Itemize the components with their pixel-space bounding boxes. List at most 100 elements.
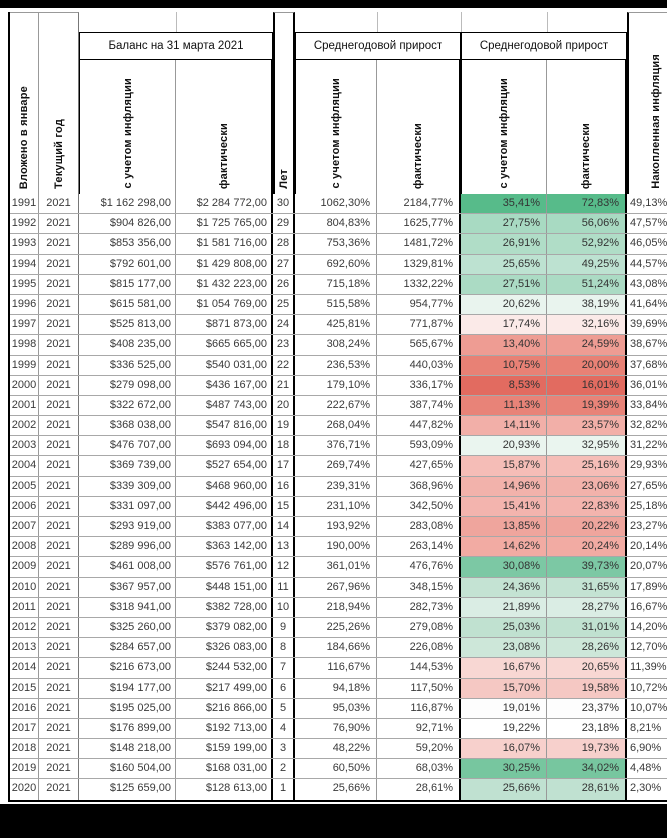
table-row: 1997 2021 $525 813,00 $871 873,00 24 425,81% 7…: [10, 315, 667, 336]
cell-growth-with-inflation: 184,66%: [295, 638, 377, 658]
cell-cumulative-inflation: 11,39%: [630, 661, 667, 674]
cell-current-year: 2021: [39, 658, 79, 678]
table-row: 2003 2021 $476 707,00 $693 094,00 18 376,71% 5…: [10, 436, 667, 457]
table-row: 2001 2021 $322 672,00 $487 743,00 20 222,67% 3…: [10, 395, 667, 417]
cell-cumulative-inflation: 12,70%: [630, 641, 667, 654]
cell-year-invested: 2006: [10, 496, 39, 516]
cell-balance-with-inflation: $615 581,00: [79, 294, 176, 315]
cell-years-count: 24: [273, 315, 295, 335]
cell-growth-with-inflation: 190,00%: [295, 537, 377, 557]
cell-balance-with-inflation: $367 957,00: [79, 577, 176, 597]
cell-years-count: 1: [273, 779, 295, 800]
cell-growth-actual: 368,96%: [377, 476, 461, 496]
cell-balance-with-inflation: $853 356,00: [79, 234, 176, 254]
table-rows: 1991 2021 $1 162 298,00 $2 284 772,00 30 1062…: [8, 194, 667, 802]
group-header-label: Среднегодовой прирост: [313, 40, 443, 52]
cell-balance-with-inflation: $176 899,00: [79, 718, 176, 739]
cell-year-invested: 2009: [10, 557, 39, 577]
cell-growth-actual: 282,73%: [377, 597, 461, 617]
cell-growth-with-inflation: 25,66%: [295, 779, 377, 800]
cell-years-count: 30: [273, 194, 295, 214]
cell-cagr-with-inflation: 14,96%: [461, 476, 547, 496]
cell-years-count: 28: [273, 234, 295, 254]
cell-cumulative-inflation: 47,57%: [630, 217, 667, 230]
cell-cumulative-inflation: 17,89%: [630, 580, 667, 593]
cell-cagr-with-inflation: 30,25%: [461, 759, 547, 779]
cell-growth-with-inflation: 361,01%: [295, 557, 377, 577]
cell-balance-actual: $540 031,00: [176, 355, 273, 375]
table-row: 2019 2021 $160 504,00 $168 031,00 2 60,50% 68,…: [10, 759, 667, 780]
group-header-label: Баланс на 31 марта 2021: [108, 40, 244, 52]
cell-balance-with-inflation: $318 941,00: [79, 597, 176, 617]
subheader-balance-with-inflation: с учетом инфляции: [79, 60, 176, 194]
cell-growth-actual: 954,77%: [377, 294, 461, 315]
column-header-years: Лет: [273, 12, 295, 194]
cell-year-invested: 2015: [10, 678, 39, 698]
cell-cagr-actual: 52,92%: [547, 234, 627, 254]
table-row: 2018 2021 $148 218,00 $159 199,00 3 48,22% 59,…: [10, 739, 667, 760]
cell-year-invested: 2016: [10, 698, 39, 718]
table-row: 2015 2021 $194 177,00 $217 499,00 6 94,18% 117…: [10, 678, 667, 699]
cell-years-count: 3: [273, 739, 295, 759]
cell-current-year: 2021: [39, 597, 79, 617]
cell-balance-with-inflation: $476 707,00: [79, 436, 176, 456]
cell-cagr-with-inflation: 8,53%: [461, 375, 547, 395]
cell-growth-actual: 68,03%: [377, 759, 461, 779]
cell-year-invested: 1991: [10, 194, 39, 214]
cell-current-year: 2021: [39, 678, 79, 698]
cell-balance-with-inflation: $336 525,00: [79, 355, 176, 375]
cell-years-count: 6: [273, 678, 295, 698]
cell-balance-with-inflation: $293 919,00: [79, 517, 176, 537]
column-header-label: Текущий год: [52, 119, 65, 189]
cell-cagr-with-inflation: 17,74%: [461, 315, 547, 335]
cell-growth-actual: 440,03%: [377, 355, 461, 375]
cell-growth-actual: 117,50%: [377, 678, 461, 698]
cell-balance-actual: $1 725 765,00: [176, 214, 273, 234]
cell-year-invested: 2005: [10, 476, 39, 496]
cell-year-invested: 2020: [10, 779, 39, 800]
cell-growth-with-inflation: 1062,30%: [295, 194, 377, 214]
cell-cagr-with-inflation: 15,87%: [461, 456, 547, 476]
cell-current-year: 2021: [39, 517, 79, 537]
cell-cagr-with-inflation: 16,07%: [461, 739, 547, 759]
cell-balance-actual: $576 761,00: [176, 557, 273, 577]
cell-balance-actual: $192 713,00: [176, 718, 273, 739]
cell-growth-actual: 771,87%: [377, 315, 461, 335]
cell-cagr-actual: 39,73%: [547, 557, 627, 577]
table-row: 1996 2021 $615 581,00 $1 054 769,00 25 515,58…: [10, 294, 667, 316]
cell-year-invested: 2019: [10, 759, 39, 779]
cell-cagr-with-inflation: 25,65%: [461, 254, 547, 274]
cell-years-count: 8: [273, 638, 295, 658]
cell-balance-with-inflation: $525 813,00: [79, 315, 176, 335]
cell-years-count: 12: [273, 557, 295, 577]
cell-balance-with-inflation: $194 177,00: [79, 678, 176, 698]
table-row: 1991 2021 $1 162 298,00 $2 284 772,00 30 1062…: [10, 194, 667, 215]
cell-cumulative-inflation: 39,69%: [630, 318, 667, 331]
cell-growth-actual: 342,50%: [377, 496, 461, 516]
cell-cumulative-inflation: 14,20%: [630, 620, 667, 633]
cell-cagr-actual: 20,22%: [547, 517, 627, 537]
cell-balance-actual: $383 077,00: [176, 517, 273, 537]
table-row: 2017 2021 $176 899,00 $192 713,00 4 76,90% 92,…: [10, 718, 667, 740]
cell-cumulative-inflation: 29,93%: [630, 459, 667, 472]
cell-growth-actual: 336,17%: [377, 375, 461, 395]
cell-cagr-with-inflation: 24,36%: [461, 577, 547, 597]
cell-growth-actual: 447,82%: [377, 416, 461, 436]
cell-cagr-actual: 20,24%: [547, 537, 627, 557]
cell-balance-actual: $2 284 772,00: [176, 194, 273, 214]
table-row: 2008 2021 $289 996,00 $363 142,00 13 190,00% 2…: [10, 537, 667, 558]
cell-cagr-with-inflation: 19,22%: [461, 718, 547, 739]
cell-cagr-actual: 25,16%: [547, 456, 627, 476]
cell-years-count: 5: [273, 698, 295, 718]
cell-balance-actual: $379 082,00: [176, 617, 273, 638]
table-row: 2005 2021 $339 309,00 $468 960,00 16 239,31% 3…: [10, 476, 667, 497]
cell-balance-actual: $216 866,00: [176, 698, 273, 718]
cell-years-count: 9: [273, 617, 295, 638]
cell-balance-with-inflation: $289 996,00: [79, 537, 176, 557]
cell-growth-with-inflation: 231,10%: [295, 496, 377, 516]
cell-years-count: 7: [273, 658, 295, 678]
column-header-label: Накопленная инфляция: [649, 54, 662, 189]
cell-year-invested: 2011: [10, 597, 39, 617]
cell-cagr-with-inflation: 10,75%: [461, 355, 547, 375]
cell-balance-with-inflation: $322 672,00: [79, 395, 176, 416]
